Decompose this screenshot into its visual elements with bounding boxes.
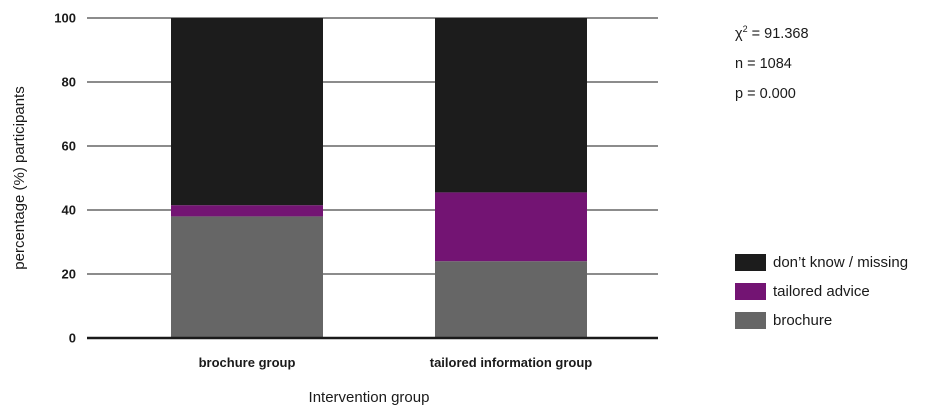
bar-don-t-know-missing: [171, 18, 323, 206]
y-tick-label: 20: [62, 267, 76, 282]
p-value-stat: p = 0.000: [735, 85, 796, 102]
y-tick-label: 40: [62, 203, 76, 218]
x-category-labels: brochure group tailored information group: [199, 355, 593, 370]
legend-label: brochure: [773, 312, 833, 329]
bars: [171, 18, 587, 338]
legend-label: tailored advice: [773, 283, 870, 300]
chi-symbol: χ: [735, 25, 743, 42]
x-axis-title: Intervention group: [309, 389, 430, 406]
legend-item: don’t know / missing: [735, 248, 908, 277]
y-tick-label: 60: [62, 139, 76, 154]
chi-square-stat: χ2 = 91.368: [735, 14, 809, 49]
chi-superscript: 2: [742, 24, 748, 34]
sample-size-stat: n = 1084: [735, 55, 792, 72]
x-category-label: brochure group: [199, 355, 296, 370]
bar-brochure: [435, 261, 587, 338]
y-tick-labels: 0 20 40 60 80 100: [54, 11, 76, 346]
bar-brochure: [171, 216, 323, 338]
statistics-panel: χ2 = 91.368 n = 1084 p = 0.000: [735, 14, 809, 109]
y-tick-label: 0: [69, 331, 76, 346]
y-tick-label: 100: [54, 11, 76, 26]
bar-tailored-advice: [435, 192, 587, 262]
legend-swatch: [735, 283, 766, 300]
legend-item: brochure: [735, 306, 908, 335]
legend: don’t know / missing tailored advice broch…: [735, 248, 908, 335]
x-category-label: tailored information group: [430, 355, 593, 370]
y-tick-label: 80: [62, 75, 76, 90]
bar-tailored-advice: [171, 205, 323, 217]
legend-item: tailored advice: [735, 277, 908, 306]
y-axis-title: percentage (%) participants: [11, 86, 28, 269]
chi-value: = 91.368: [747, 25, 809, 42]
legend-swatch: [735, 254, 766, 271]
legend-label: don’t know / missing: [773, 254, 909, 271]
bar-don-t-know-missing: [435, 18, 587, 193]
legend-swatch: [735, 312, 766, 329]
